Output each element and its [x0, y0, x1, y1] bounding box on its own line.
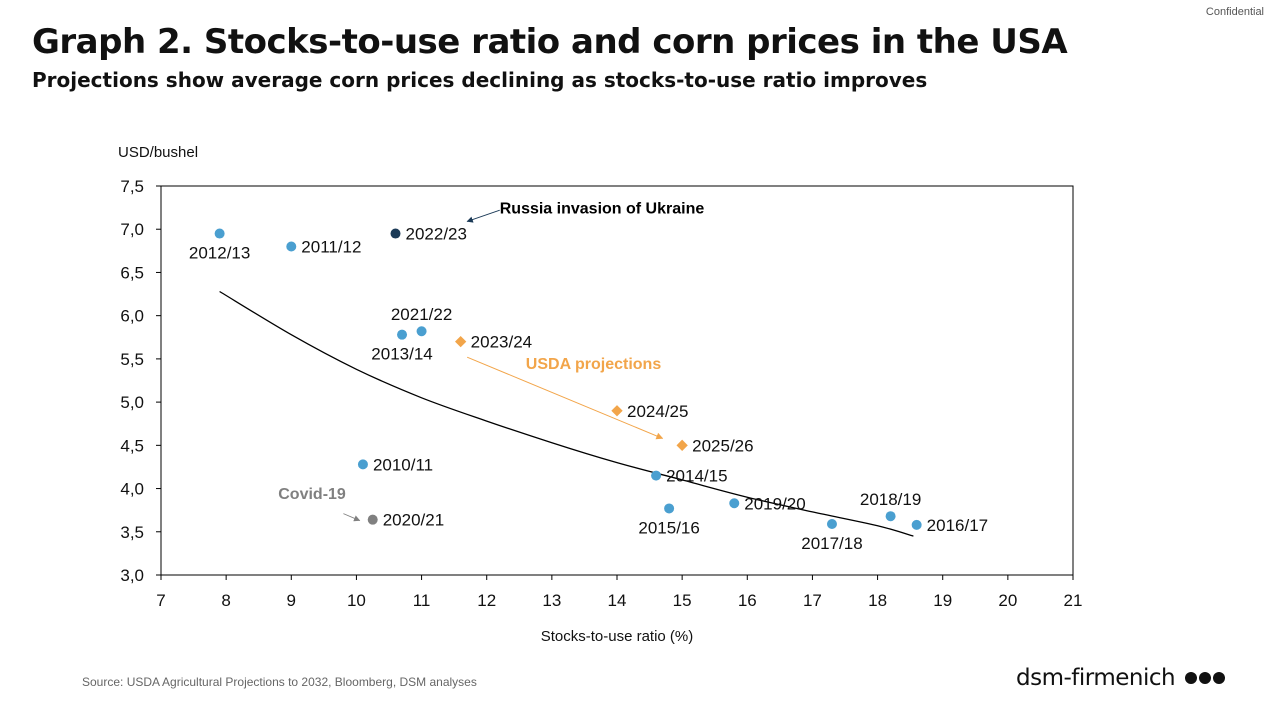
logo-text: dsm-firmenich [1016, 665, 1176, 691]
y-axis-label: USD/bushel [118, 144, 198, 161]
y-tick-label: 7,5 [120, 177, 144, 196]
russia-annotation-arrow [466, 209, 500, 223]
point-label: 2022/23 [406, 225, 467, 244]
x-tick-label: 16 [738, 591, 757, 610]
y-tick-label: 6,5 [120, 263, 144, 282]
usda-projections-annotation-arrow [466, 356, 664, 440]
covid-annotation-text: Covid-19 [278, 486, 346, 503]
y-tick-label: 4,0 [120, 480, 144, 499]
y-tick-label: 5,5 [120, 350, 144, 369]
y-tick-label: 3,0 [120, 566, 144, 585]
russia-annotation-text: Russia invasion of Ukraine [500, 201, 705, 218]
point-label: 2021/22 [391, 305, 452, 324]
y-tick-label: 3,5 [120, 523, 144, 542]
trend-line [219, 290, 914, 537]
historical-point [911, 519, 922, 530]
usda-projections-annotation-text: USDA projections [526, 356, 662, 373]
x-tick-label: 17 [803, 591, 822, 610]
highlight-point [390, 228, 401, 239]
point-label: 2020/21 [383, 511, 444, 530]
x-tick-label: 21 [1064, 591, 1083, 610]
projection-point [455, 335, 467, 348]
x-tick-label: 19 [933, 591, 952, 610]
point-label: 2024/25 [627, 402, 688, 421]
y-tick-label: 6,0 [120, 307, 144, 326]
covid-point [367, 514, 378, 525]
data-points: 2012/13 2011/12 2022/23 2021/22 2013/14 2023/… [189, 225, 988, 553]
x-tick-label: 8 [221, 591, 230, 610]
point-label: 2011/12 [301, 238, 361, 257]
point-label: 2019/20 [744, 494, 805, 513]
x-axis: 7 8 9 10 11 12 13 14 15 16 17 18 19 20 21 [156, 575, 1082, 610]
historical-point [416, 326, 427, 337]
point-label: 2017/18 [801, 534, 862, 553]
historical-point [651, 470, 662, 481]
page-title: Graph 2. Stocks-to-use ratio and corn pr… [32, 22, 1068, 62]
historical-point [214, 228, 225, 239]
y-tick-label: 7,0 [120, 220, 144, 239]
projection-point [676, 439, 688, 451]
y-axis: 3,0 3,5 4,0 4,5 5,0 5,5 6,0 6,5 7,0 7,5 [120, 177, 161, 585]
x-tick-label: 11 [413, 591, 431, 610]
x-tick-label: 18 [868, 591, 887, 610]
point-label: 2023/24 [471, 333, 532, 352]
point-label: 2018/19 [860, 490, 921, 509]
x-tick-label: 14 [608, 591, 627, 610]
logo-dots-icon [1183, 672, 1226, 684]
x-axis-label: Stocks-to-use ratio (%) [541, 628, 694, 645]
y-tick-label: 5,0 [120, 393, 144, 412]
brand-logo: dsm-firmenich [1016, 660, 1226, 696]
point-label: 2016/17 [927, 516, 988, 535]
confidential-label: Confidential [1205, 6, 1264, 18]
projection-point [611, 405, 623, 417]
historical-point [357, 459, 368, 470]
annotations: Russia invasion of Ukraine USDA projectio… [278, 201, 705, 522]
historical-point [826, 518, 837, 529]
x-tick-label: 13 [542, 591, 561, 610]
point-label: 2014/15 [666, 467, 727, 486]
historical-point [729, 498, 740, 509]
x-tick-label: 12 [477, 591, 496, 610]
point-label: 2012/13 [189, 244, 250, 263]
historical-point [664, 503, 675, 514]
point-label: 2025/26 [692, 436, 753, 455]
x-tick-label: 9 [287, 591, 296, 610]
page-subtitle: Projections show average corn prices dec… [32, 68, 928, 92]
point-label: 2015/16 [638, 518, 699, 537]
y-tick-label: 4,5 [120, 436, 144, 455]
historical-point [885, 511, 896, 522]
x-tick-label: 20 [998, 591, 1017, 610]
covid-annotation-arrow [343, 513, 361, 522]
historical-point [286, 241, 297, 252]
point-label: 2013/14 [371, 345, 432, 364]
source-note: Source: USDA Agricultural Projections to… [82, 675, 477, 689]
x-tick-label: 15 [673, 591, 692, 610]
point-label: 2010/11 [373, 455, 433, 474]
historical-point [397, 329, 408, 340]
x-tick-label: 7 [156, 591, 165, 610]
x-tick-label: 10 [347, 591, 366, 610]
